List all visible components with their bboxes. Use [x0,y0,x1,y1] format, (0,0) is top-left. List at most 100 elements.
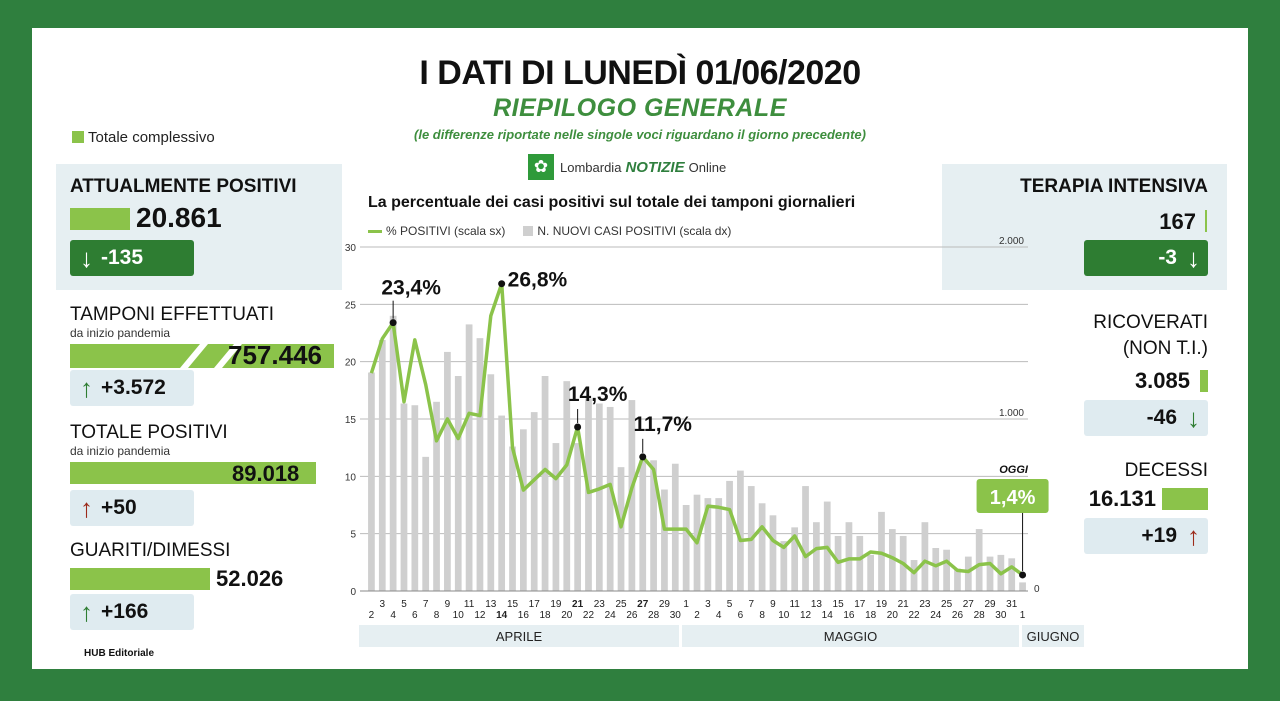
infographic-card: I DATI DI LUNEDÌ 01/06/2020 RIEPILOGO GE… [32,28,1248,669]
bar [802,486,809,591]
y-left-tick-label: 15 [345,415,357,426]
totale-positivi-delta: ↑ +50 [70,490,194,526]
x-tick-label: 26 [626,610,638,621]
bar [867,554,875,591]
bar [954,568,961,591]
page-title: I DATI DI LUNEDÌ 01/06/2020 [419,54,861,92]
x-tick-label: 17 [854,599,866,610]
annotation-point [574,423,582,431]
x-tick-label: 14 [822,610,834,621]
bar [400,403,408,591]
x-tick-label: 20 [561,610,573,621]
legend-square-icon [72,131,84,143]
x-tick-label: 26 [952,610,964,621]
y-left-tick-label: 10 [345,472,357,483]
y-left-tick-label: 20 [345,358,357,369]
x-tick-label: 15 [507,599,519,610]
page-subtitle: RIEPILOGO GENERALE [493,94,787,122]
x-tick-label: 25 [941,599,953,610]
bar [1019,582,1026,591]
x-tick-label: 18 [865,610,877,621]
x-tick-label: 14 [496,610,508,621]
x-tick-label: 8 [759,610,765,621]
x-tick-label: 3 [379,599,385,610]
x-tick-label: 19 [550,599,562,610]
arrow-up-icon: ↑ [80,372,93,403]
x-tick-label: 17 [529,599,541,610]
decessi-bar [1162,488,1208,510]
bar [791,527,799,591]
x-tick-label: 3 [705,599,711,610]
x-tick-label: 12 [800,610,812,621]
terapia-bar [1205,210,1207,232]
bar [856,535,864,591]
x-tick-label: 5 [401,599,407,610]
bar [498,415,506,591]
bar [454,376,462,591]
x-tick-label: 2 [369,610,375,621]
guariti-bar [70,568,210,590]
tamponi-value: 757.446 [228,340,322,370]
bar [1008,558,1016,591]
x-tick-label: 4 [716,610,722,621]
x-tick-label: 22 [908,610,920,621]
bar [519,429,527,591]
annotation-tag: OGGI [999,464,1029,476]
guariti-value: 52.026 [216,566,284,591]
x-tick-label: 8 [434,610,440,621]
bar [422,456,430,591]
x-tick-label: 9 [445,599,451,610]
bar [595,403,603,591]
bar [574,443,581,591]
totale-positivi-sublabel: da inizio pandemia [70,444,171,458]
series-line-pct-positivi [369,281,1024,577]
x-tick-label: 2 [694,610,700,621]
month-aprile: APRILE [359,625,679,647]
arrow-up-icon: ↑ [80,492,93,523]
bar [487,374,495,591]
bar [682,505,690,591]
month-maggio: MAGGIO [682,625,1019,647]
bar [726,480,733,591]
bar [932,548,940,591]
bar [444,351,451,591]
x-tick-label: 24 [930,610,942,621]
ricoverati-bar [1200,370,1208,392]
x-tick-label: 10 [453,610,465,621]
annotation-point [1019,571,1027,579]
decessi-value: 16.131 [1088,486,1156,511]
x-tick-label: 11 [464,599,475,610]
y-right-tick-label: 2.000 [999,236,1024,247]
x-tick-label: 21 [572,599,584,610]
x-tick-label: 11 [789,599,800,610]
x-tick-label: 28 [974,610,986,621]
arrow-down-icon: ↓ [1187,402,1200,433]
terapia-label: TERAPIA INTENSIVA [1020,176,1208,197]
x-tick-label: 6 [738,610,744,621]
x-tick-label: 15 [833,599,845,610]
x-tick-label: 4 [390,610,396,621]
bar [737,470,744,591]
annotation-label: 11,7% [634,413,693,436]
bar [509,446,516,591]
arrow-up-icon: ↑ [80,596,93,627]
brand-logo: ✿ Lombardia NOTIZIE Online [528,154,726,180]
x-tick-label: 7 [748,599,754,610]
bar [910,560,918,591]
x-tick-label: 27 [637,599,649,610]
bar [541,376,549,591]
x-tick-label: 27 [963,599,975,610]
x-tick-label: 18 [540,610,552,621]
x-tick-label: 24 [605,610,617,621]
terapia-delta: -3 ↓ [1084,240,1208,276]
bar [585,398,592,591]
x-tick-label: 23 [594,599,606,610]
y-left-tick-label: 25 [345,300,357,311]
chart-title: La percentuale dei casi positivi sul tot… [368,194,856,211]
bar [921,522,929,591]
annotation-point [498,280,506,288]
bar [650,460,657,591]
x-tick-label: 6 [412,610,418,621]
page-note: (le differenze riportate nelle singole v… [414,127,866,142]
attualmente-positivi-delta: ↓ -135 [70,240,194,276]
